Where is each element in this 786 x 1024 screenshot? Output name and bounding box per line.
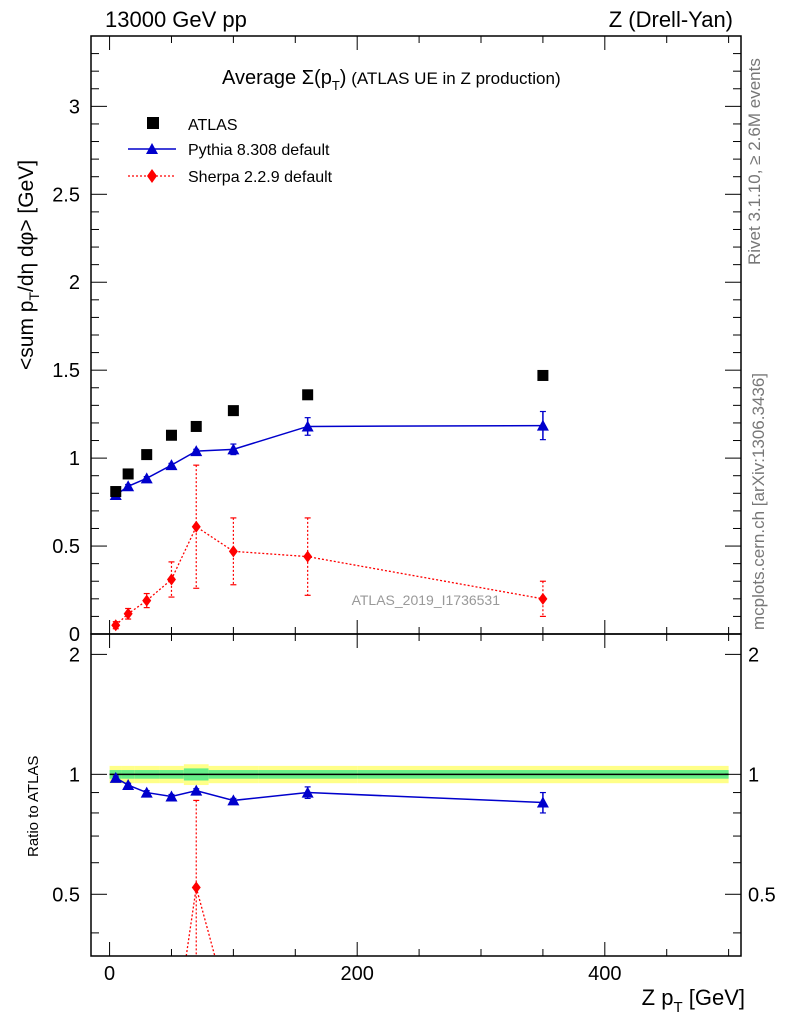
- atlas-point: [190, 420, 202, 432]
- ratio-axis-ticks: 0.5 0.5 1 1 2 2 0 200 400: [52, 634, 776, 985]
- sherpa-ratio-line: [195, 887, 216, 957]
- pythia-point: [165, 459, 178, 471]
- main-ytick-label: 0: [69, 624, 80, 646]
- ratio-ytick-label-right: 2: [748, 644, 759, 666]
- sherpa-point: [166, 573, 176, 586]
- pythia-point: [227, 443, 240, 455]
- sherpa-point: [538, 592, 548, 605]
- ratio-ytick-label-right: 0.5: [748, 884, 776, 906]
- main-ylabel: <sum pT/dη dφ> [GeV]: [15, 160, 42, 370]
- legend: ATLAS Pythia 8.308 default Sherpa 2.2.9 …: [128, 117, 333, 186]
- ratio-ytick-label-left: 0.5: [52, 884, 80, 906]
- analysis-watermark: ATLAS_2019_I1736531: [352, 592, 501, 608]
- pythia-ratio-point: [227, 794, 240, 806]
- sherpa-ratio-point: [191, 881, 201, 894]
- atlas-point: [110, 486, 122, 498]
- pythia-ratio-point: [122, 779, 135, 791]
- pythia-ratio-point: [140, 786, 153, 798]
- main-ytick-label: 2: [69, 272, 80, 294]
- main-ytick-label: 3: [69, 96, 80, 118]
- atlas-point: [537, 369, 549, 381]
- pythia-point: [140, 472, 153, 484]
- pythia-point: [122, 480, 135, 492]
- ratio-xtick-label: 400: [588, 963, 621, 985]
- ratio-ytick-label-right: 1: [748, 764, 759, 786]
- main-ytick-label: 2.5: [52, 184, 80, 206]
- legend-pythia-label: Pythia 8.308 default: [188, 142, 330, 159]
- legend-pythia-marker: [146, 143, 158, 154]
- ratio-data-points: [109, 771, 549, 957]
- main-title: Average Σ(pT) (ATLAS UE in Z production): [222, 67, 561, 93]
- atlas-point: [141, 449, 153, 461]
- pythia-ratio-point: [190, 784, 203, 796]
- atlas-point: [165, 429, 177, 441]
- legend-atlas-marker: [147, 117, 159, 129]
- pythia-ratio-point: [536, 796, 549, 808]
- sherpa-point: [123, 607, 133, 620]
- legend-sherpa-label: Sherpa 2.2.9 default: [188, 169, 333, 186]
- legend-sherpa-marker: [147, 169, 157, 183]
- legend-atlas-label: ATLAS: [188, 117, 238, 134]
- ratio-ytick-label-left: 2: [69, 644, 80, 666]
- pythia-ratio-point: [301, 786, 314, 798]
- sherpa-point: [142, 594, 152, 607]
- ratio-xtick-label: 200: [341, 963, 374, 985]
- atlas-point: [227, 405, 239, 417]
- pythia-point: [301, 420, 314, 432]
- atlas-point: [122, 468, 134, 480]
- sherpa-point: [303, 550, 313, 563]
- main-ytick-label: 0.5: [52, 536, 80, 558]
- pythia-point: [190, 445, 203, 457]
- main-axis-ticks: 0 0.5 1 1.5 2 2.5 3: [52, 35, 741, 646]
- ratio-ytick-label-left: 1: [69, 764, 80, 786]
- sherpa-point: [191, 520, 201, 533]
- header-right: Z (Drell-Yan): [609, 7, 733, 32]
- pythia-line: [115, 424, 543, 496]
- header-left: 13000 GeV pp: [105, 7, 247, 32]
- ratio-uncertainty-band: [109, 764, 729, 786]
- pythia-ratio-point: [165, 790, 178, 802]
- ratio-ylabel: Ratio to ATLAS: [25, 756, 42, 857]
- main-ytick-label: 1.5: [52, 360, 80, 382]
- sherpa-line: [115, 525, 544, 626]
- ratio-panel: 0.5 0.5 1 1 2 2 0 200 400 Ratio to ATLAS Z pT [G…: [25, 633, 776, 1016]
- main-data-points: [109, 369, 549, 632]
- sherpa-ratio-line-left: [185, 887, 197, 957]
- main-ytick-label: 1: [69, 448, 80, 470]
- sherpa-point: [111, 619, 121, 632]
- pythia-ratio-point: [109, 771, 122, 783]
- main-panel: 0 0.5 1 1.5 2 2.5 3 Average Σ(pT) (ATLAS UE in…: [15, 35, 742, 646]
- rivet-info: Rivet 3.1.10, ≥ 2.6M events: [745, 58, 764, 265]
- pythia-point: [536, 419, 549, 431]
- sherpa-point: [228, 545, 238, 558]
- atlas-point: [302, 389, 314, 401]
- ratio-frame: [90, 633, 742, 957]
- mcplots-info: mcplots.cern.ch [arXiv:1306.3436]: [749, 373, 768, 630]
- ratio-xlabel: Z pT [GeV]: [642, 985, 745, 1016]
- ratio-xtick-label: 0: [104, 963, 115, 985]
